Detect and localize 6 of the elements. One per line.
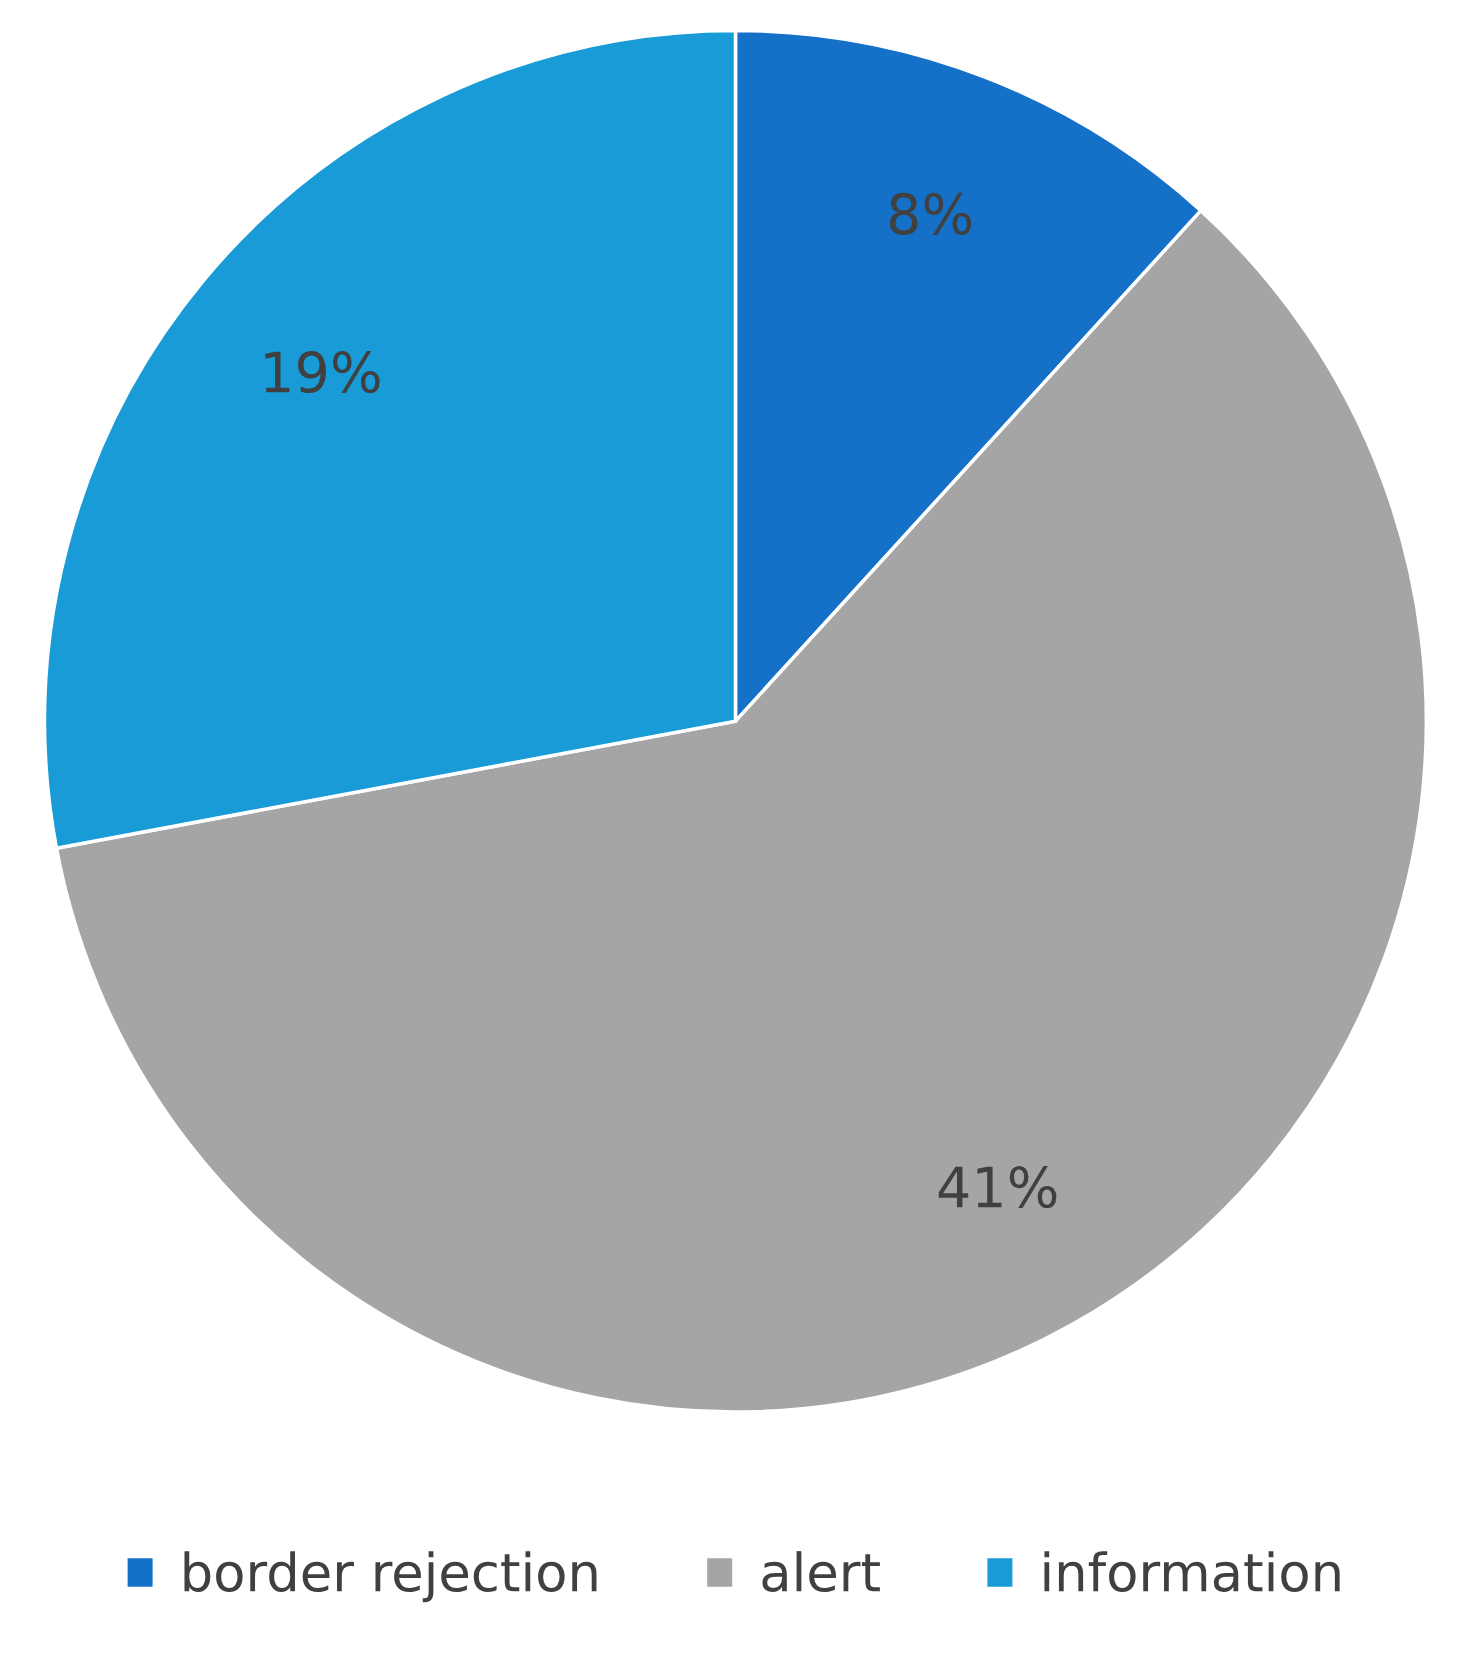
data-label: 8% [889, 192, 972, 235]
data-label: 19% [265, 351, 380, 394]
legend-label: alert [762, 1551, 880, 1592]
legend-label: border rejection [184, 1551, 597, 1603]
legend-label: information [1044, 1551, 1340, 1592]
data-label: 41% [938, 1166, 1057, 1209]
